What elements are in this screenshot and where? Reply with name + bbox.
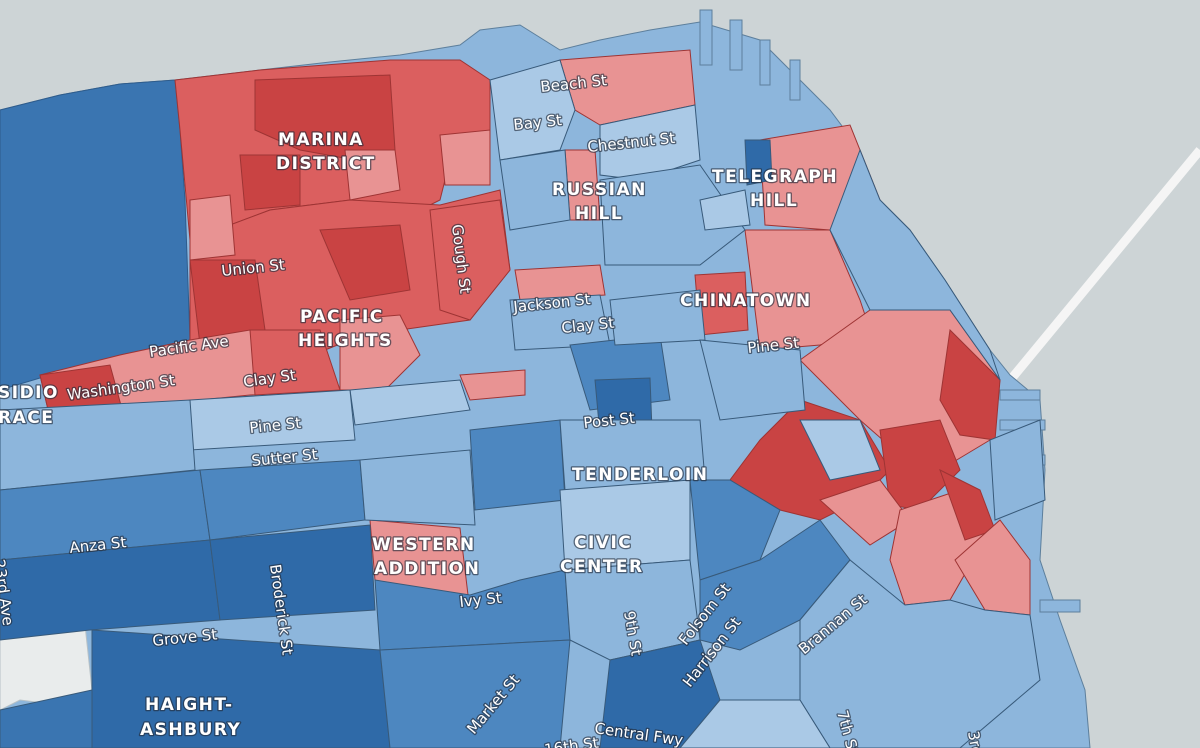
red-tracts-northeast [514,49,881,351]
blue-tracts [0,59,1046,748]
label-russian: RUSSIAN [552,180,647,200]
label-western: WESTERN [372,535,476,555]
neighborhood-labels: MARINA DISTRICT RUSSIAN HILL TELEGRAPH H… [0,129,838,742]
label-heights: HEIGHTS [298,331,393,351]
street-anza: Anza St [69,533,128,557]
label-hill-1: HILL [575,204,623,224]
bay-bridge [1008,147,1200,381]
label-tenderloin: TENDERLOIN [572,465,708,485]
label-hill-2: HILL [750,191,798,211]
label-civic: CIVIC [574,533,632,553]
label-haight: HAIGHT- [145,695,234,715]
label-marina: MARINA [278,130,364,150]
red-tracts-southeast [369,309,1031,616]
label-ashbury: ASHBURY [140,720,241,740]
presidio-area [0,79,191,391]
label-sidio: SIDIO [0,383,59,403]
street-ivy: Ivy St [459,589,503,611]
street-3rd: 3rd [964,730,986,748]
label-district: DISTRICT [276,154,376,174]
label-telegraph: TELEGRAPH [712,167,838,187]
label-center: CENTER [560,557,644,577]
label-race: RACE [0,408,54,428]
label-pacific: PACIFIC [300,307,384,327]
label-chinatown: CHINATOWN [680,291,812,311]
label-addition: ADDITION [374,559,480,579]
